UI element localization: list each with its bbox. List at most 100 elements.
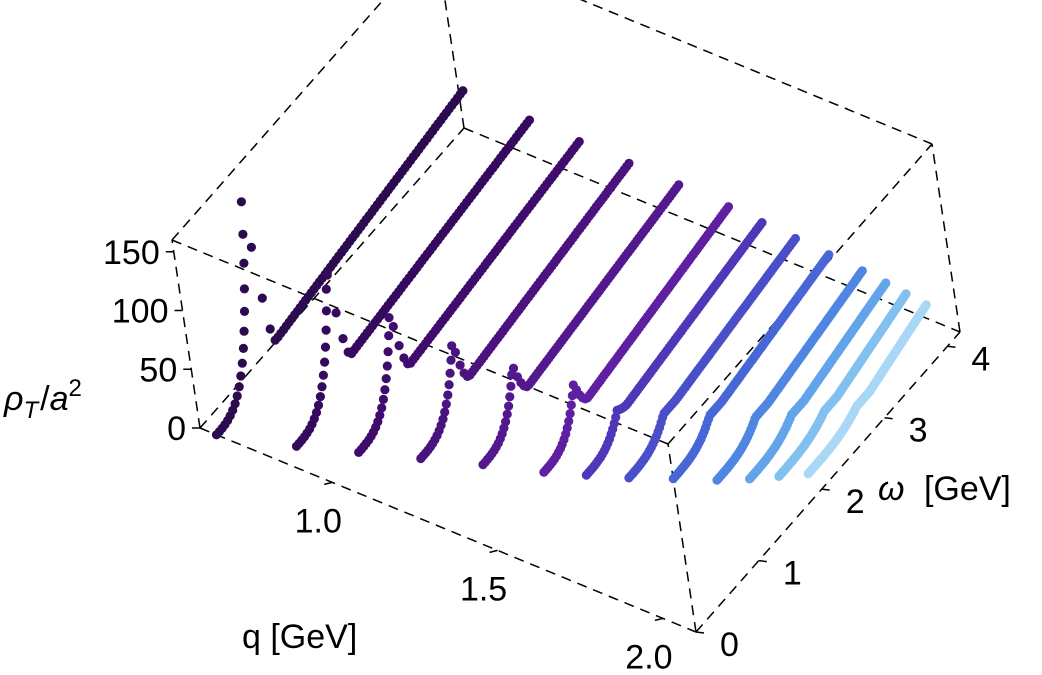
data-point [232, 391, 242, 401]
x-tick-mark [324, 481, 333, 486]
data-series [803, 300, 931, 479]
data-point [504, 401, 514, 411]
y-tick-mark [758, 559, 767, 563]
data-point [450, 347, 460, 357]
data-point [320, 357, 330, 367]
data-point [723, 202, 734, 212]
data-point [824, 250, 834, 260]
y-tick-label: 4 [971, 340, 990, 378]
data-point [502, 409, 512, 419]
data-point [790, 233, 801, 244]
data-point [230, 399, 240, 409]
data-point [441, 399, 451, 409]
data-point [901, 289, 911, 299]
data-point [237, 358, 247, 368]
data-point [921, 300, 931, 310]
data-point [524, 115, 535, 125]
z-label-a: a [50, 380, 69, 418]
data-point [458, 86, 468, 96]
data-point [501, 417, 511, 427]
data-point [318, 370, 328, 380]
data-point [757, 218, 767, 228]
box-edge [579, 0, 933, 145]
data-point [455, 360, 465, 370]
data-point [321, 284, 331, 294]
z-tick-label: 50 [139, 351, 177, 389]
data-point [236, 197, 246, 207]
data-point [375, 410, 385, 420]
data-point [443, 390, 453, 400]
data-point [440, 407, 450, 417]
data-point [320, 342, 331, 352]
z-tick-label: 150 [103, 234, 160, 272]
data-series [745, 278, 891, 484]
data-point [322, 270, 332, 280]
data-point [239, 306, 250, 316]
data-point [265, 324, 275, 334]
data-point [239, 284, 249, 294]
z-label-superscript: 2 [69, 375, 82, 402]
data-point [331, 308, 341, 318]
data-point [564, 416, 574, 426]
z-tick-label: 100 [112, 293, 169, 331]
y-tick-label: 0 [720, 626, 739, 664]
data-point [446, 355, 456, 365]
data-point [566, 400, 576, 410]
data-point [378, 394, 388, 404]
data-point [624, 158, 634, 168]
data-point [317, 382, 327, 392]
axis-ticks: 1.0 1.5 2.0 0 1 2 3 4 0 50 100 150 [103, 234, 990, 675]
z-label-rho: ρ [3, 380, 23, 418]
data-series [354, 137, 584, 457]
data-point [444, 380, 454, 390]
data-point [380, 385, 390, 395]
box-edge [171, 239, 669, 445]
y-tick-mark [695, 631, 705, 634]
data-point [881, 278, 891, 288]
data-point [574, 137, 584, 147]
x-tick-label: 2.0 [625, 638, 672, 675]
data-point [313, 400, 324, 410]
data-point [321, 325, 331, 335]
data-series [211, 86, 468, 440]
y-tick-mark [884, 416, 893, 420]
y-tick-mark [821, 488, 830, 491]
data-series [478, 180, 684, 470]
data-point [239, 258, 249, 268]
data-points [211, 86, 931, 485]
z-axis-label: ρT/a2 [3, 375, 82, 424]
data-series [668, 250, 834, 484]
y-axis-label: ω [GeV] [878, 470, 1011, 508]
data-point [238, 343, 248, 353]
data-series [539, 202, 734, 477]
x-tick-mark [489, 549, 498, 554]
data-point [338, 334, 348, 344]
data-series [774, 289, 911, 481]
y-axis-label-unit: [GeV] [924, 470, 1011, 508]
data-series [581, 218, 767, 480]
y-tick-label: 3 [909, 412, 928, 450]
data-point [438, 414, 448, 424]
y-tick-label: 2 [846, 483, 865, 521]
data-series [416, 158, 634, 464]
data-series [712, 266, 867, 485]
data-point [311, 407, 322, 418]
data-point [565, 409, 575, 419]
data-point [246, 242, 256, 252]
data-series [291, 115, 535, 451]
data-point [236, 371, 246, 381]
data-point [508, 363, 519, 373]
box-edge [199, 427, 697, 633]
data-point [382, 361, 392, 371]
box-edge [931, 143, 961, 333]
x-tick-label: 1.5 [460, 570, 507, 608]
data-point [383, 347, 393, 357]
y-tick-label: 1 [783, 555, 802, 593]
data-point [257, 293, 267, 303]
data-point [674, 180, 684, 190]
data-point [506, 381, 516, 391]
data-point [505, 392, 515, 402]
z-label-subscript: T [23, 397, 40, 424]
x-tick-mark [654, 617, 664, 622]
